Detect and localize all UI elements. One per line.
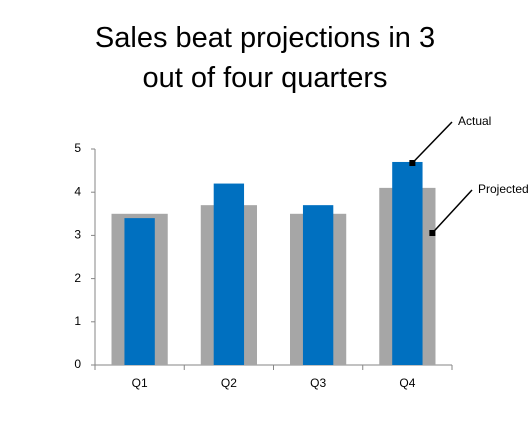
callout-marker xyxy=(409,160,416,166)
y-tick-label: 0 xyxy=(74,357,81,371)
callout-line xyxy=(411,121,453,164)
y-tick-label: 2 xyxy=(74,271,81,285)
x-tick-label: Q1 xyxy=(132,376,148,390)
bar xyxy=(213,183,245,365)
bar xyxy=(124,218,155,365)
y-tick-label: 3 xyxy=(74,228,81,242)
y-tick-label: 5 xyxy=(74,141,81,155)
bar xyxy=(302,205,334,365)
x-tick-label: Q4 xyxy=(399,376,415,390)
legend-label: Actual xyxy=(458,114,491,128)
callout-line xyxy=(431,189,473,234)
callout-marker xyxy=(429,230,436,236)
y-tick-label: 1 xyxy=(74,314,81,328)
legend-label: Projected xyxy=(478,182,529,196)
chart-title: Sales beat projections in 3 out of four … xyxy=(94,22,436,94)
bar xyxy=(392,161,423,365)
x-tick-label: Q3 xyxy=(310,376,326,390)
y-tick-label: 4 xyxy=(74,184,81,198)
x-tick-label: Q2 xyxy=(221,376,237,390)
